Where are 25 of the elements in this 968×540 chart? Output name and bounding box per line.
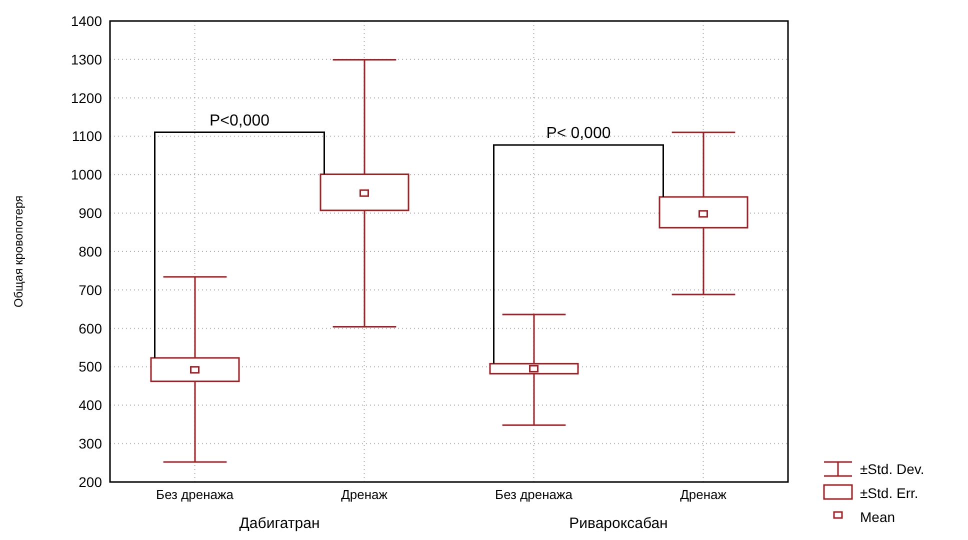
y-tick-label: 800 — [78, 243, 102, 260]
y-tick-label: 1100 — [72, 128, 102, 144]
annotation: P< 0,000 — [546, 124, 611, 142]
y-tick-label: 200 — [78, 474, 102, 490]
y-tick-label: 600 — [78, 320, 102, 336]
x-tick-label: Дренаж — [680, 487, 727, 502]
y-tick-label: 300 — [78, 436, 102, 452]
y-tick-label: 1300 — [70, 51, 102, 68]
y-axis-title: Общая кровопотеря — [11, 195, 26, 308]
x-tick-label: Без дренажа — [495, 487, 574, 502]
text: ±Std. Dev. — [860, 461, 924, 477]
y-tick-label: 1200 — [70, 90, 102, 106]
annotation: P<0,000 — [209, 112, 270, 130]
y-tick-label: 500 — [78, 358, 102, 375]
x-tick-label: Без дренажа — [156, 487, 234, 502]
y-tick-label: 1000 — [70, 166, 102, 183]
y-tick-label: 700 — [78, 282, 102, 298]
y-tick-label: 900 — [78, 205, 102, 222]
text: Ривароксабан — [569, 515, 668, 532]
text: Mean — [860, 509, 896, 525]
y-tick-label: 1400 — [70, 12, 102, 29]
y-tick-label: 400 — [78, 397, 102, 414]
x-tick-label: Дренаж — [341, 487, 388, 502]
text: ±Std. Err. — [860, 485, 918, 501]
text: Дабигатран — [239, 515, 320, 532]
